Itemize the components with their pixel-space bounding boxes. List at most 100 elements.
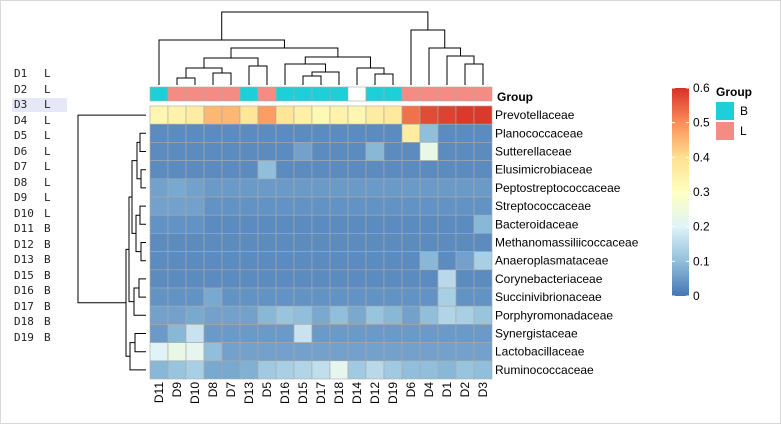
heatmap-cell [437,287,457,307]
sample-group: L [44,82,51,96]
heatmap-cell [167,251,187,271]
dendrogram-branch [304,56,371,68]
heatmap-cell [239,196,259,216]
heatmap-cell [149,305,169,325]
heatmap-cell [257,142,277,161]
heatmap-cell [149,105,169,125]
heatmap-cell [419,178,439,198]
heatmap-cell [437,160,457,180]
sample-group: L [44,191,51,204]
heatmap-cell [239,233,259,252]
heatmap-cell [329,269,349,289]
dendrogram-branch [133,287,146,316]
heatmap-cell [419,305,439,325]
group-annotation-cell [383,86,403,102]
heatmap-cell [203,251,223,271]
sample-row: D5 L [12,129,67,143]
heatmap-cell [275,214,295,234]
dendrogram-branch [410,29,446,85]
heatmap-cell [401,305,421,325]
colorbar-tick-label: 0.6 [693,81,710,95]
group-annotation-cell [257,86,277,102]
column-label: D2 [458,382,472,398]
heatmap-cell [257,305,277,325]
heatmap-cell [419,324,439,343]
heatmap-cell [257,360,277,380]
heatmap-cell [347,251,367,271]
sample-id: D18 [14,315,34,328]
heatmap-cell [473,251,493,271]
group-annotation-cell [347,86,367,102]
heatmap-cell [473,160,493,180]
heatmap-cell [383,360,403,380]
heatmap-cell [293,269,313,289]
heatmap-cell [239,251,259,271]
heatmap-cell [149,123,169,143]
heatmap-cell [455,196,475,216]
dendrogram-branch [446,55,475,85]
sample-group: B [44,222,51,235]
heatmap-cell [311,178,331,198]
heatmap-cell [167,233,187,252]
dendrogram-branch [356,67,385,85]
heatmap-cell [311,269,331,289]
sample-row: D3 L [12,98,67,112]
heatmap-cell [365,251,385,271]
heatmap-cell [437,105,457,125]
heatmap-cell [383,233,403,252]
heatmap-cell [239,342,259,362]
heatmap-cell [401,105,421,125]
heatmap-cell [203,160,223,180]
heatmap-cell [293,105,313,125]
heatmap-cell [329,287,349,307]
sample-group: B [44,237,51,251]
heatmap-cell [347,123,367,143]
column-label: D10 [188,382,202,404]
heatmap-cell [473,269,493,289]
heatmap-cell [203,324,223,343]
dendrogram-branch [139,132,146,152]
row-label: Ruminococcaceae [495,363,594,377]
heatmap-cell [203,142,223,161]
row-label: Planococcaceae [495,126,583,140]
heatmap-cell [311,142,331,161]
group-annotation-cell [455,86,475,102]
heatmap-cell [185,214,205,234]
sample-group: B [44,315,51,328]
sample-row: D18 B [12,315,67,329]
heatmap-cell [455,160,475,180]
colorbar-tick-label: 0 [693,289,700,303]
heatmap-cell [203,305,223,325]
group-annotation-cell [185,86,205,102]
row-label: Prevotellaceae [495,108,575,122]
colorbar: 0 0.1 0.2 0.3 0.4 0.5 0.6 [672,81,710,303]
heatmap-cell [401,233,421,252]
column-label: D18 [332,382,346,404]
heatmap-cell [347,160,367,180]
sample-id: D19 [14,330,34,344]
heatmap-cell [419,214,439,234]
sample-group: L [44,160,51,173]
heatmap-cell [185,105,205,125]
heatmap-cell [149,324,169,343]
heatmap-cell [239,287,259,307]
heatmap-cell [437,123,457,143]
group-annotation-cell [221,86,241,102]
row-label: Methanomassiliicoccaceae [495,236,639,250]
heatmap-cell [221,360,241,380]
heatmap-cell [365,342,385,362]
heatmap-cell [257,251,277,271]
heatmap-cell [221,123,241,143]
heatmap-cell [167,305,187,325]
dendrogram-branch [138,278,146,298]
heatmap-cell [185,269,205,289]
heatmap-cell [419,360,439,380]
heatmap-cell [149,360,169,380]
heatmap-cell [221,305,241,325]
heatmap-cell [293,178,313,198]
sample-row: D9 L [12,191,67,205]
heatmap-cell [365,233,385,252]
heatmap-cell [383,196,403,216]
group-annotation-cell [473,86,493,102]
